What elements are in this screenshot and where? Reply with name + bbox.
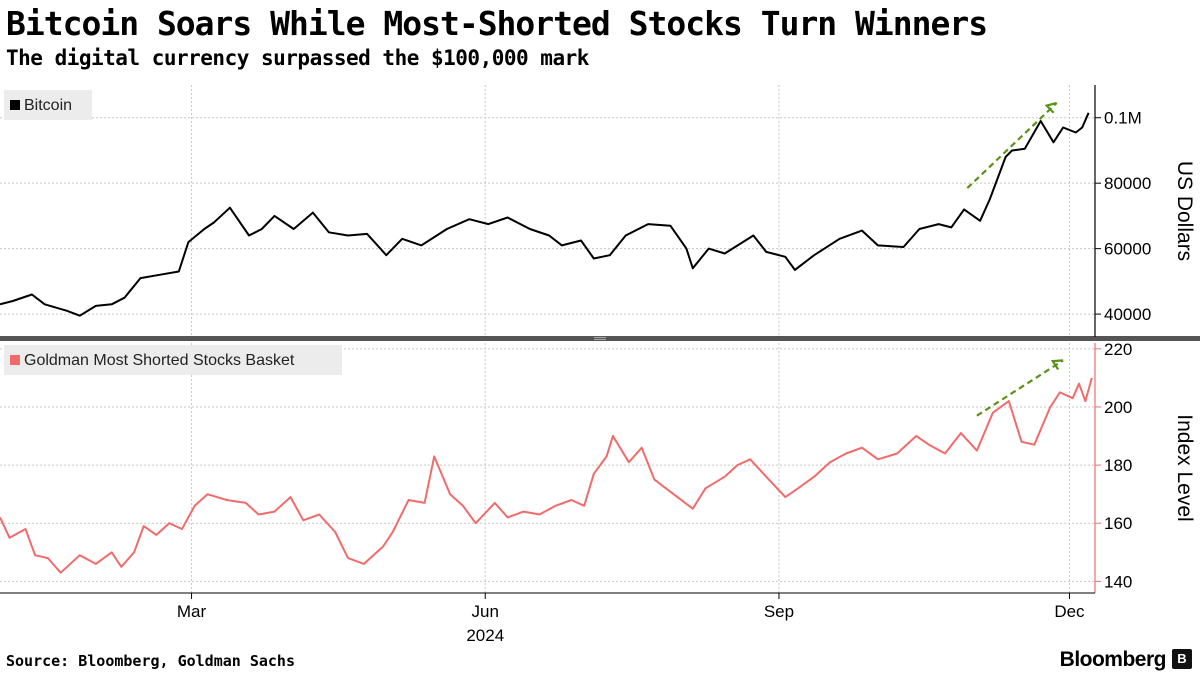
y-tick-label: 80000 [1104, 174, 1151, 193]
brand-mark-icon: B [1172, 649, 1192, 669]
legend-swatch [10, 100, 20, 110]
x-tick-label: Dec [1054, 602, 1085, 621]
trend-arrow-head [1050, 359, 1064, 371]
y-tick-label: 220 [1104, 340, 1132, 359]
x-tick-label: Sep [764, 602, 794, 621]
x-year-label: 2024 [466, 626, 504, 645]
y-tick-label: 180 [1104, 456, 1132, 475]
panel-divider-bar [0, 336, 1200, 341]
grid-layer [0, 85, 1095, 593]
y-tick-label: 160 [1104, 514, 1132, 533]
chart-title: Bitcoin Soars While Most-Shorted Stocks … [6, 4, 988, 43]
legend-box [4, 345, 342, 375]
chart-subtitle: The digital currency surpassed the $100,… [6, 46, 589, 70]
y-axis-title: Index Level [1173, 414, 1196, 521]
brand-logo-text: Bloomberg [1059, 648, 1167, 671]
y-axis-title: US Dollars [1173, 161, 1196, 261]
trend-arrow-line [966, 102, 1058, 189]
trend-arrow-line [976, 359, 1064, 417]
annotation-layer [966, 101, 1064, 417]
x-tick-label: Jun [472, 602, 499, 621]
chart-area: 40000 60000 80000 0.1M US Dollars 140 160 180 20… [0, 85, 1200, 645]
legend-label: Goldman Most Shorted Stocks Basket [24, 352, 295, 369]
y-tick-label: 200 [1104, 398, 1132, 417]
series-layer [0, 112, 1093, 574]
trend-arrow-head [1044, 101, 1057, 114]
source-note: Source: Bloomberg, Goldman Sachs [6, 652, 295, 670]
y-tick-label: 40000 [1104, 305, 1151, 324]
legend-label: Bitcoin [24, 97, 72, 114]
x-tick-label: Mar [177, 602, 207, 621]
series-line [0, 377, 1093, 574]
y-tick-label: 0.1M [1104, 109, 1142, 128]
y-tick-label: 60000 [1104, 240, 1151, 259]
y-tick-label: 140 [1104, 572, 1132, 591]
panel-divider [0, 336, 1200, 341]
legend-swatch [10, 355, 20, 365]
axis-layer: 40000 60000 80000 0.1M US Dollars 140 160 180 20… [0, 85, 1196, 645]
legend-layer: Bitcoin Goldman Most Shorted Stocks Baske… [4, 90, 342, 375]
series-line [0, 112, 1090, 317]
